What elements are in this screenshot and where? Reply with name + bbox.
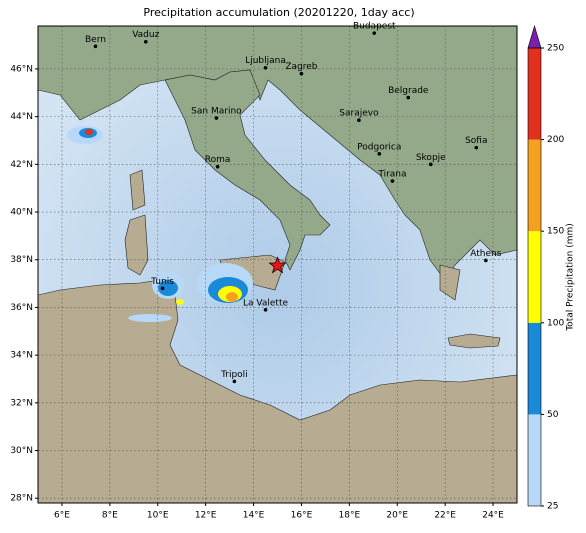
colorbar: 25 50 100 150 200 250: [527, 24, 564, 512]
city-label: Budapest: [353, 22, 396, 32]
y-tick-label: 30°N: [10, 446, 33, 456]
city-marker: [357, 118, 361, 123]
y-tick-label: 44°N: [10, 112, 33, 122]
city-marker: [263, 65, 268, 70]
y-tick-label: 46°N: [10, 64, 33, 74]
colorbar-label: Total Precipitation (mm): [566, 223, 576, 332]
city-label: Roma: [205, 155, 231, 165]
colorbar-segment: [528, 139, 541, 232]
y-tick-label: 34°N: [10, 351, 33, 361]
y-tick-label: 42°N: [10, 160, 33, 170]
city-marker: [474, 145, 479, 150]
city-label: Skopje: [416, 153, 446, 163]
precipitation-field: [67, 126, 253, 322]
city-marker: [214, 116, 219, 120]
x-tick-label: 12°E: [195, 511, 217, 521]
city-label: Belgrade: [388, 86, 429, 96]
colorbar-tick-label: 250: [547, 44, 564, 54]
city-marker: [215, 164, 220, 169]
colorbar-tick-label: 100: [547, 318, 564, 328]
colorbar-tick-label: 150: [547, 227, 564, 237]
x-tick-label: 8°E: [102, 511, 118, 521]
city-label: Tirana: [377, 170, 406, 180]
city-label: Sofia: [465, 136, 487, 146]
colorbar-segment: [528, 231, 541, 323]
x-tick-label: 14°E: [243, 511, 265, 521]
city-marker: [263, 308, 268, 312]
city-label: Ljubljana: [245, 56, 286, 66]
colorbar-extend: [527, 24, 542, 49]
city-marker: [406, 95, 411, 100]
x-tick-label: 6°E: [54, 511, 70, 521]
event-star: [268, 256, 287, 274]
city-marker: [232, 379, 237, 384]
colorbar-tick-label: 25: [547, 502, 558, 512]
x-tick-label: 18°E: [339, 511, 361, 521]
city-marker: [377, 152, 382, 156]
map-title: Precipitation accumulation (20201220, 1d…: [143, 6, 414, 19]
city-marker: [299, 71, 304, 76]
city-marker: [390, 179, 395, 183]
y-tick-label: 32°N: [10, 398, 33, 408]
map-frame: [37, 25, 518, 504]
x-tick-label: 22°E: [434, 511, 456, 521]
city-marker: [372, 31, 377, 35]
x-tick-label: 20°E: [386, 511, 408, 521]
city-marker: [484, 258, 488, 263]
city-marker: [143, 39, 148, 44]
y-tick-label: 28°N: [10, 494, 33, 504]
x-tick-label: 16°E: [291, 511, 313, 521]
y-tick-label: 36°N: [10, 303, 33, 313]
city-label: Zagreb: [285, 62, 317, 72]
colorbar-segment: [528, 414, 541, 506]
colorbar-tick-label: 50: [547, 410, 559, 420]
city-marker: [160, 286, 165, 291]
city-marker: [428, 162, 433, 167]
colorbar-segment: [528, 322, 541, 415]
city-label: Sarajevo: [339, 109, 379, 119]
city-label: Podgorica: [357, 142, 401, 152]
city-label: Athens: [470, 249, 501, 259]
colorbar-frame: [527, 47, 542, 507]
colorbar-segment: [528, 48, 541, 140]
city-marker: [93, 44, 98, 49]
x-tick-label: 10°E: [147, 511, 169, 521]
y-tick-label: 38°N: [10, 255, 33, 265]
city-label: Vaduz: [132, 30, 159, 40]
city-label: Tunis: [150, 277, 174, 287]
city-label: San Marino: [191, 107, 242, 117]
city-label: La Valette: [243, 298, 288, 308]
colorbar-tick-label: 200: [547, 135, 564, 145]
city-label: Bern: [85, 35, 106, 45]
city-label: Tripoli: [220, 370, 248, 380]
x-tick-label: 24°E: [482, 511, 504, 521]
graticule: 6°E 8°E 10°E 12°E 14°E 16°E 18°E 20°E 22°E 24°E 28…: [10, 26, 517, 521]
y-tick-label: 40°N: [10, 208, 33, 218]
